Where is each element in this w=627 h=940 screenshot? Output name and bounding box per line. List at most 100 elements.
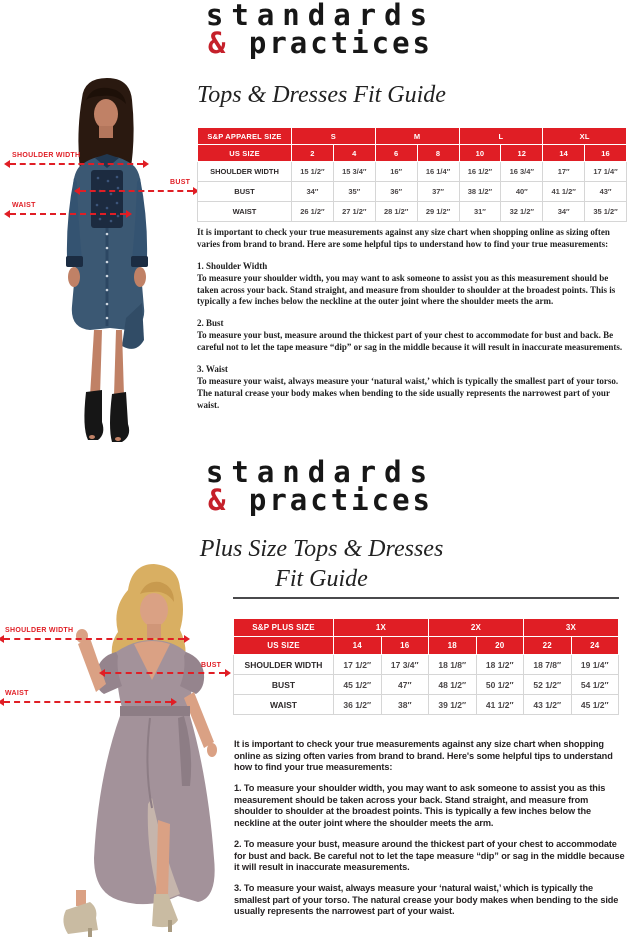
us-size-value: 2 <box>291 144 334 162</box>
lace-bib <box>91 170 123 228</box>
measurement-value: 16 1/4″ <box>416 161 460 182</box>
measurement-value: 34″ <box>542 201 586 222</box>
measurement-value: 54 1/2″ <box>570 674 619 695</box>
measurement-value: 15 3/4″ <box>332 161 376 182</box>
right-heel-shoe <box>152 894 178 928</box>
measurement-value: 27 1/2″ <box>332 201 376 222</box>
us-size-value: 12 <box>500 144 544 162</box>
table-row: SHOULDER WIDTH 15 1/2″ 15 3/4″ 16″ 16 1/4″ 16… <box>197 161 627 182</box>
left-peep-toe <box>89 435 95 439</box>
measurement-value: 50 1/2″ <box>475 674 524 695</box>
us-size-value: 10 <box>458 144 502 162</box>
section-title: Tops & Dresses Fit Guide <box>197 82 446 108</box>
tip-item: 2. Bust To measure your bust, measure aro… <box>197 318 627 354</box>
bust-arrow <box>74 187 199 195</box>
measurement-value: 47″ <box>380 674 429 695</box>
tip-heading: 1. Shoulder Width <box>197 260 268 271</box>
size-group-header: M <box>374 127 460 145</box>
measurement-value: 40″ <box>500 181 544 202</box>
size-group-row: S&P PLUS SIZE 1X 2X 3X <box>233 618 619 637</box>
measurement-value: 18 1/2″ <box>475 654 524 675</box>
brand-logo-line2: & practices <box>14 28 627 58</box>
shoulder-width-label: SHOULDER WIDTH <box>5 627 74 634</box>
dress-back-panel <box>122 303 144 349</box>
waist-label: WAIST <box>12 202 36 209</box>
right-cuff <box>131 256 148 267</box>
size-group-header: L <box>458 127 544 145</box>
measurement-value: 16″ <box>374 161 418 182</box>
tip-text: 1. To measure your shoulder width, you m… <box>234 783 606 829</box>
brand-logo-plus: standards & practices <box>0 458 627 515</box>
shoulder-width-label: SHOULDER WIDTH <box>12 152 81 159</box>
model-face <box>94 99 118 129</box>
left-leg <box>90 330 102 396</box>
right-hand <box>134 267 146 287</box>
measurement-value: 36 1/2″ <box>333 694 382 715</box>
tip-item: 1. To measure your shoulder width, you m… <box>234 783 626 830</box>
measurement-value: 16 1/2″ <box>458 161 502 182</box>
left-heel-shoe <box>63 902 98 934</box>
measurement-value: 35 1/2″ <box>584 201 627 222</box>
us-size-row: US SIZE 14 16 18 20 22 24 <box>233 636 619 655</box>
table-row: BUST 45 1/2″ 47″ 48 1/2″ 50 1/2″ 52 1/2″ 54 1/… <box>233 674 619 695</box>
table-divider-line <box>233 597 619 599</box>
waist-label: WAIST <box>5 690 29 697</box>
measurement-value: 15 1/2″ <box>291 161 334 182</box>
measurement-value: 18 1/8″ <box>428 654 477 675</box>
tip-heading: 2. Bust <box>197 318 224 329</box>
us-size-value: 22 <box>523 636 572 655</box>
measurement-value: 32 1/2″ <box>500 201 544 222</box>
model-photo-regular <box>66 78 148 442</box>
left-forearm <box>78 638 106 692</box>
waist-band <box>120 706 190 716</box>
measurement-tips-regular: It is important to check your true measu… <box>197 227 627 421</box>
brand-logo-line2: & practices <box>14 485 627 515</box>
table-row: BUST 34″ 35″ 36″ 37″ 38 1/2″ 40″ 41 1/2″ 43″ <box>197 181 627 202</box>
measurement-value: 17 1/4″ <box>584 161 627 182</box>
intro-paragraph: It is important to check your true measu… <box>234 739 613 773</box>
tip-item: 2. To measure your bust, measure around … <box>234 839 626 874</box>
plus-size-table-container: S&P PLUS SIZE 1X 2X 3X US SIZE 14 16 18 20 22 24 SH… <box>233 618 619 715</box>
us-size-value: 14 <box>333 636 382 655</box>
measurement-row-label: SHOULDER WIDTH <box>233 654 334 675</box>
model-fringe <box>86 87 126 104</box>
us-size-value: 6 <box>374 144 418 162</box>
measurement-row-label: SHOULDER WIDTH <box>197 161 292 182</box>
size-table: S&P APPAREL SIZE S M L XL US SIZE 2 4 6 8 10 12 14 16… <box>197 127 627 222</box>
section-title-line1: Plus Size Tops & Dresses <box>199 536 444 562</box>
bust-label: BUST <box>201 662 222 669</box>
measurement-value: 17″ <box>542 161 586 182</box>
us-size-label: US SIZE <box>233 636 334 655</box>
measurement-value: 17 3/4″ <box>380 654 429 675</box>
left-sleeve <box>66 178 82 260</box>
bust-label: BUST <box>170 179 191 186</box>
measurement-value: 41 1/2″ <box>475 694 524 715</box>
tip-item: 1. Shoulder Width To measure your shoulde… <box>197 261 627 309</box>
shoulder-width-arrow <box>4 160 149 168</box>
measurement-value: 37″ <box>416 181 460 202</box>
us-size-value: 16 <box>380 636 429 655</box>
us-size-value: 14 <box>542 144 586 162</box>
right-peep-toe <box>115 437 121 441</box>
us-size-row: US SIZE 2 4 6 8 10 12 14 16 <box>197 144 627 162</box>
measurement-value: 36″ <box>374 181 418 202</box>
table-corner-label: S&P APPAREL SIZE <box>197 127 292 145</box>
tip-heading: 3. Waist <box>197 363 228 374</box>
brand-logo: standards & practices <box>0 0 627 58</box>
v-neckline <box>134 641 170 680</box>
us-size-value: 8 <box>416 144 460 162</box>
size-table: S&P PLUS SIZE 1X 2X 3X US SIZE 14 16 18 20 22 24 SH… <box>233 618 619 715</box>
size-group-header: 3X <box>523 618 619 637</box>
measurement-value: 41 1/2″ <box>542 181 586 202</box>
model-fringe <box>140 581 174 602</box>
wrap-edge <box>146 717 153 809</box>
right-sleeve <box>132 178 148 260</box>
right-heel-spike <box>168 920 172 932</box>
us-size-value: 16 <box>584 144 627 162</box>
measurement-tips-plus: It is important to check your true measu… <box>234 739 626 927</box>
buttons <box>105 232 109 320</box>
size-group-row: S&P APPAREL SIZE S M L XL <box>197 127 627 145</box>
measurement-value: 31″ <box>458 201 502 222</box>
measurement-value: 29 1/2″ <box>416 201 460 222</box>
brand-logo-line1: standards <box>205 0 436 32</box>
